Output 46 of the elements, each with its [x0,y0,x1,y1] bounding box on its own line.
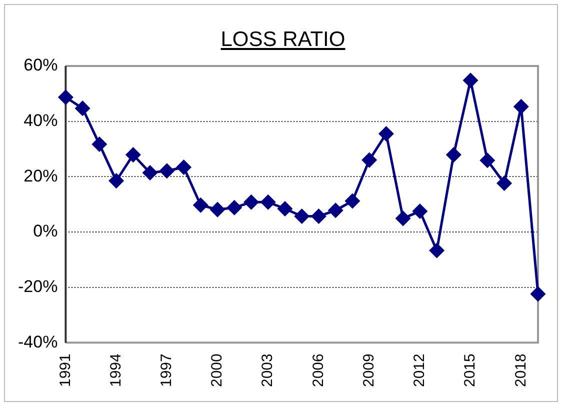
point [378,126,394,142]
x-tick-label: 2003 [259,354,276,388]
point [362,152,377,168]
point [126,148,140,162]
point [514,99,528,114]
y-tick-label: 40% [24,111,58,130]
point [278,201,292,216]
point [294,208,310,224]
x-tick-label: 2012 [411,354,428,388]
point [530,286,546,302]
x-tick-label: 2000 [208,354,226,388]
point [58,90,73,105]
x-tick-label: 1997 [158,354,176,388]
point [328,203,343,218]
point [92,137,107,152]
point [463,73,478,88]
point [227,200,242,215]
y-tick-label: -20% [18,276,58,296]
y-tick-label: 20% [24,166,58,186]
point [142,166,158,180]
point [244,194,258,210]
point [109,174,124,188]
point [260,194,276,210]
x-tick-label: 2015 [462,354,479,388]
point [311,208,326,224]
x-tick-label: 2009 [360,354,378,388]
x-tick-label: 1991 [56,354,74,388]
point [176,160,192,174]
x-tick-label: 1994 [107,354,124,388]
point [160,164,174,178]
point [446,148,461,162]
x-tick-label: 2006 [310,354,327,388]
y-tick-label: 60% [24,56,58,75]
point [210,202,225,217]
y-tick-label: 0% [33,222,58,241]
point [396,211,410,226]
point [345,194,360,208]
point [75,101,90,116]
y-tick-label: -40% [18,332,58,352]
point [193,198,208,212]
point [430,243,444,258]
x-tick-label: 2018 [512,354,530,388]
point [412,204,428,218]
chart-title: LOSS RATIO [220,28,346,52]
point [497,176,512,191]
point [480,153,495,168]
